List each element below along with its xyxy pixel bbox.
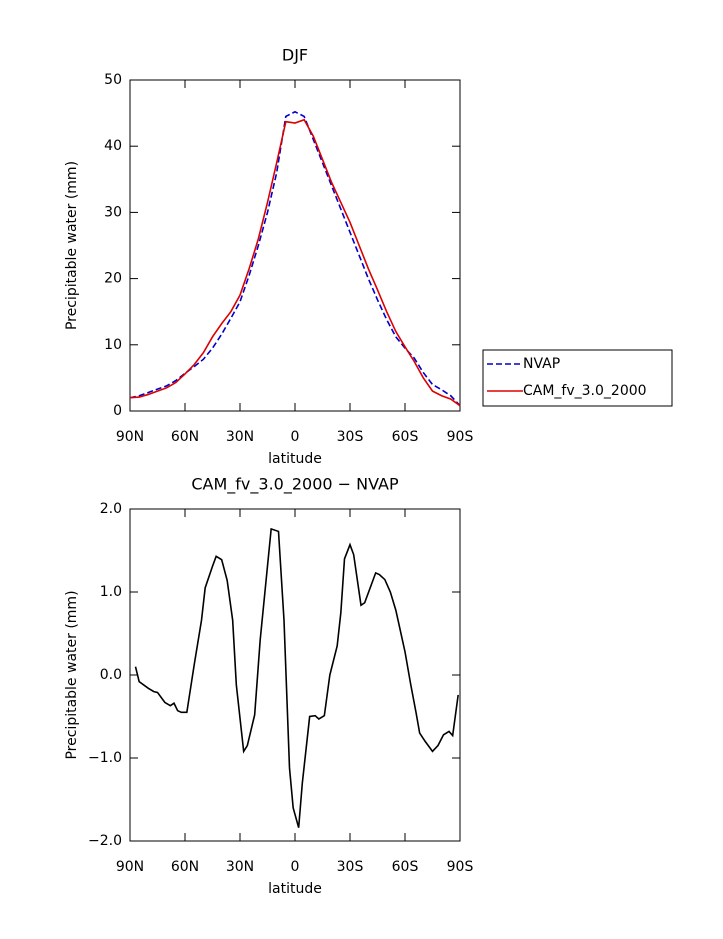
- y-tick-label: 50: [104, 72, 122, 88]
- x-tick-label: 0: [291, 429, 300, 445]
- x-tick-label: 60S: [392, 859, 419, 875]
- y-tick-label: −1.0: [88, 750, 122, 766]
- y-tick-label: 1.0: [100, 584, 122, 600]
- data-line: [129, 110, 461, 407]
- legend-label: NVAP: [523, 356, 560, 372]
- y-axis-label: Precipitable water (mm): [64, 590, 80, 759]
- x-tick-label: 60N: [171, 859, 199, 875]
- y-tick-label: 40: [104, 138, 122, 154]
- x-tick-label: 0: [291, 859, 300, 875]
- legend-box: [482, 349, 673, 407]
- x-tick-label: 90S: [447, 859, 474, 875]
- x-tick-label: 60S: [392, 429, 419, 445]
- chart-title: CAM_fv_3.0_2000 − NVAP: [191, 475, 399, 495]
- y-tick-label: 30: [104, 204, 122, 220]
- x-tick-label: 90S: [447, 429, 474, 445]
- legend-label: CAM_fv_3.0_2000: [523, 383, 647, 399]
- x-tick-label: 30N: [226, 859, 254, 875]
- x-tick-label: 90N: [116, 859, 144, 875]
- x-axis-label: latitude: [268, 451, 322, 467]
- y-axis-label: Precipitable water (mm): [64, 161, 80, 330]
- x-tick-label: 90N: [116, 429, 144, 445]
- x-tick-label: 30S: [337, 429, 364, 445]
- plot-frame: [129, 508, 461, 842]
- y-tick-label: 0: [113, 403, 122, 419]
- data-line: [134, 527, 459, 828]
- chart-title: DJF: [282, 46, 308, 65]
- x-tick-label: 30S: [337, 859, 364, 875]
- y-tick-label: 0.0: [100, 667, 122, 683]
- y-tick-label: 2.0: [100, 501, 122, 517]
- x-tick-label: 30N: [226, 429, 254, 445]
- y-tick-label: 10: [104, 337, 122, 353]
- y-tick-label: 20: [104, 271, 122, 287]
- x-axis-label: latitude: [268, 881, 322, 897]
- y-tick-label: −2.0: [88, 833, 122, 849]
- x-tick-label: 60N: [171, 429, 199, 445]
- plot-frame: [129, 79, 461, 412]
- data-line: [129, 118, 461, 407]
